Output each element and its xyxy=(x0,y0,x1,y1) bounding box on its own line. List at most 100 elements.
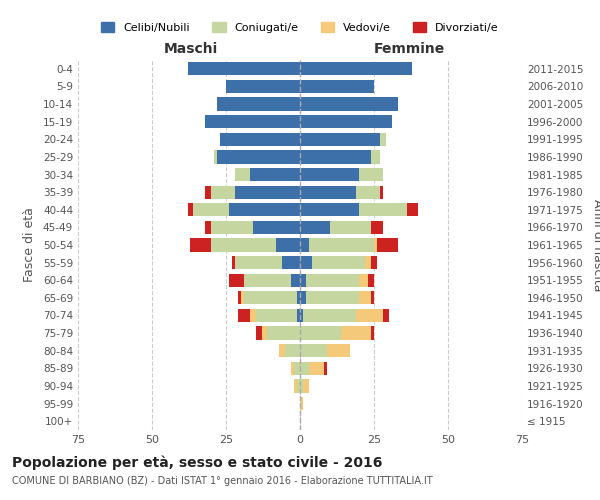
Bar xyxy=(300,168,359,181)
Bar xyxy=(300,291,306,304)
Bar xyxy=(235,168,250,181)
Bar xyxy=(193,203,229,216)
Bar xyxy=(371,256,377,269)
Bar xyxy=(312,256,365,269)
Bar xyxy=(300,80,374,93)
Bar xyxy=(291,362,294,375)
Bar xyxy=(371,221,383,234)
Bar xyxy=(232,256,235,269)
Bar xyxy=(306,291,359,304)
Bar xyxy=(250,309,256,322)
Bar xyxy=(244,274,291,287)
Bar xyxy=(300,274,306,287)
Bar xyxy=(359,168,383,181)
Bar xyxy=(359,274,368,287)
Text: Popolazione per età, sesso e stato civile - 2016: Popolazione per età, sesso e stato civil… xyxy=(12,456,382,470)
Bar xyxy=(238,309,250,322)
Bar xyxy=(235,186,300,198)
Bar xyxy=(229,274,244,287)
Bar xyxy=(306,274,359,287)
Text: Maschi: Maschi xyxy=(163,42,218,56)
Bar xyxy=(188,203,193,216)
Bar xyxy=(326,344,350,358)
Bar xyxy=(356,309,383,322)
Bar xyxy=(297,380,300,392)
Bar xyxy=(238,291,241,304)
Bar xyxy=(407,203,418,216)
Bar xyxy=(205,186,211,198)
Y-axis label: Anni di nascita: Anni di nascita xyxy=(592,198,600,291)
Bar xyxy=(356,186,380,198)
Bar xyxy=(300,362,309,375)
Bar xyxy=(241,291,244,304)
Bar xyxy=(341,326,371,340)
Bar xyxy=(211,221,253,234)
Text: COMUNE DI BARBIANO (BZ) - Dati ISTAT 1° gennaio 2016 - Elaborazione TUTTITALIA.I: COMUNE DI BARBIANO (BZ) - Dati ISTAT 1° … xyxy=(12,476,433,486)
Bar xyxy=(285,344,300,358)
Bar xyxy=(229,203,300,216)
Bar xyxy=(309,238,374,252)
Bar xyxy=(235,256,282,269)
Bar xyxy=(300,238,309,252)
Bar xyxy=(300,115,392,128)
Bar xyxy=(380,132,386,146)
Bar xyxy=(188,62,300,76)
Bar xyxy=(291,274,300,287)
Bar xyxy=(300,132,380,146)
Bar xyxy=(297,309,300,322)
Bar xyxy=(220,132,300,146)
Bar xyxy=(214,150,217,164)
Bar xyxy=(294,380,297,392)
Bar xyxy=(211,238,277,252)
Bar xyxy=(300,150,371,164)
Bar xyxy=(300,344,326,358)
Bar xyxy=(300,380,303,392)
Bar xyxy=(300,221,329,234)
Bar xyxy=(309,362,323,375)
Bar xyxy=(300,98,398,110)
Bar xyxy=(211,186,235,198)
Bar xyxy=(256,326,262,340)
Bar xyxy=(256,309,297,322)
Bar xyxy=(205,221,211,234)
Bar xyxy=(300,62,412,76)
Bar xyxy=(279,344,285,358)
Bar xyxy=(300,397,303,410)
Bar xyxy=(294,362,300,375)
Bar xyxy=(303,380,309,392)
Bar xyxy=(250,168,300,181)
Bar xyxy=(277,238,300,252)
Bar xyxy=(368,274,374,287)
Bar xyxy=(217,150,300,164)
Bar xyxy=(329,221,371,234)
Bar xyxy=(253,221,300,234)
Bar xyxy=(323,362,326,375)
Bar xyxy=(359,291,371,304)
Bar xyxy=(365,256,371,269)
Bar xyxy=(300,186,356,198)
Legend: Celibi/Nubili, Coniugati/e, Vedovi/e, Divorziati/e: Celibi/Nubili, Coniugati/e, Vedovi/e, Di… xyxy=(97,18,503,37)
Bar xyxy=(244,291,297,304)
Text: Femmine: Femmine xyxy=(374,42,445,56)
Bar xyxy=(226,80,300,93)
Bar xyxy=(300,326,341,340)
Bar xyxy=(374,238,377,252)
Bar xyxy=(205,115,300,128)
Bar xyxy=(371,291,374,304)
Bar xyxy=(300,256,312,269)
Bar xyxy=(268,326,300,340)
Bar xyxy=(297,291,300,304)
Bar xyxy=(217,98,300,110)
Bar xyxy=(371,326,374,340)
Bar xyxy=(359,203,407,216)
Bar xyxy=(303,309,356,322)
Bar xyxy=(262,326,268,340)
Bar xyxy=(383,309,389,322)
Bar xyxy=(300,203,359,216)
Y-axis label: Fasce di età: Fasce di età xyxy=(23,208,36,282)
Bar xyxy=(300,309,303,322)
Bar xyxy=(380,186,383,198)
Bar xyxy=(377,238,398,252)
Bar xyxy=(371,150,380,164)
Bar xyxy=(190,238,211,252)
